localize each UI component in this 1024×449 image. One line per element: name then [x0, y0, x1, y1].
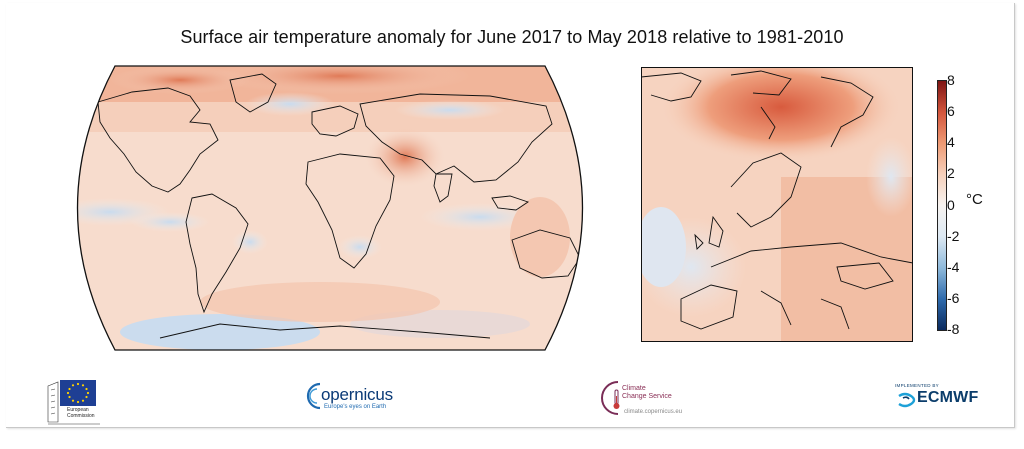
colorbar-tick-label: -4 [947, 258, 960, 275]
colorbar-tick-label: 4 [947, 134, 955, 151]
colorbar-tick-label: 8 [947, 72, 955, 88]
ecmwf-logo-icon [898, 392, 916, 408]
c3s-name-line1: Climate [622, 385, 646, 392]
ec-label: European Commission [67, 407, 95, 419]
colorbar-gradient [938, 81, 946, 330]
copernicus-logo-icon [306, 382, 321, 410]
copernicus-wordmark: opernicus [321, 385, 393, 404]
colorbar-tick-label: 0 [947, 196, 955, 213]
colorbar-tick-label: -2 [947, 227, 960, 244]
c3s-url: climate.copernicus.eu [624, 409, 683, 415]
colorbar-unit: °C [966, 191, 983, 208]
c3s-name-line2: Change Service [622, 393, 672, 400]
colorbar-tick-label: -6 [947, 289, 960, 306]
colorbar [937, 80, 947, 331]
colorbar-tick-label: -8 [947, 321, 960, 337]
ec-label-line1: European [67, 407, 89, 413]
world-anomaly-map [76, 65, 584, 351]
european-commission-logo [47, 380, 100, 425]
colorbar-tick-label: 6 [947, 103, 955, 120]
europe-inset-border [641, 67, 913, 342]
climate-change-service-logo-icon [601, 381, 620, 415]
copernicus-tagline: Europe's eyes on Earth [324, 404, 387, 410]
c3s-name: Climate Change Service [622, 385, 672, 401]
europe-inset [641, 67, 913, 342]
europe-anomaly-map [641, 67, 913, 342]
ecmwf-implemented-by: IMPLEMENTED BY [895, 383, 939, 388]
colorbar-tick-label: 2 [947, 165, 955, 182]
ec-label-line2: Commission [67, 413, 95, 419]
figure-title: Surface air temperature anomaly for June… [180, 27, 844, 47]
ecmwf-wordmark: ECMWF [917, 389, 979, 406]
